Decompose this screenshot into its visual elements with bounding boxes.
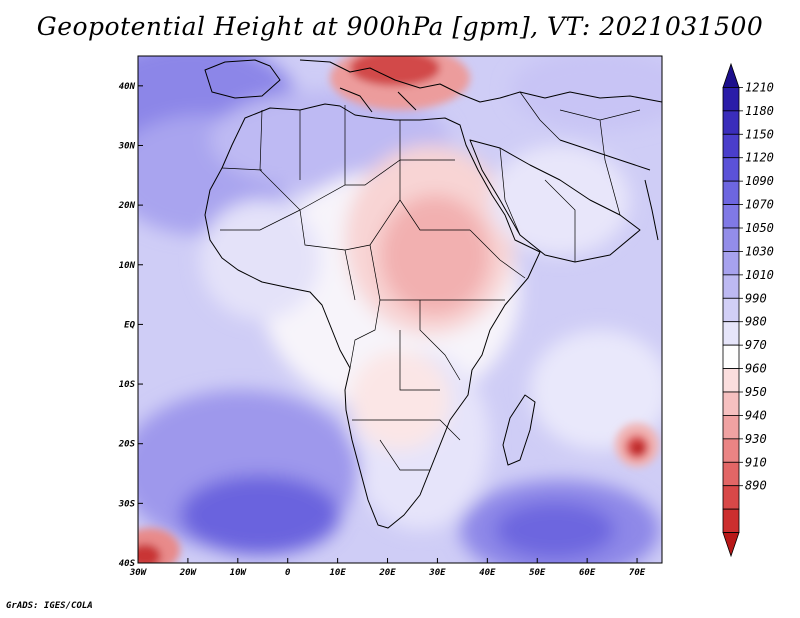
latitude-axis: 40N 30N 20N 10N EQ 10S 20S 30S 40S — [118, 82, 143, 569]
colorbar-label: 930 — [745, 432, 767, 446]
colorbar-label: 1070 — [745, 198, 774, 212]
colorbar-swatch — [722, 438, 740, 463]
lon-label: 60E — [579, 568, 596, 578]
colorbar-swatch — [722, 344, 740, 369]
lat-label: 30N — [118, 141, 136, 151]
colorbar-swatch — [722, 133, 740, 159]
lon-label: 10W — [230, 568, 248, 578]
colorbar-label: 1050 — [745, 221, 774, 235]
colorbar-label: 950 — [745, 385, 767, 399]
colorbar-swatch — [722, 62, 740, 88]
colorbar-label: 1180 — [745, 104, 774, 118]
grads-credit: GrADS: IGES/COLA — [6, 601, 93, 611]
colorbar-label: 990 — [745, 291, 767, 305]
lon-label: 20W — [179, 568, 198, 578]
lon-label: 40E — [479, 568, 496, 578]
colorbar-swatch — [722, 110, 740, 135]
colorbar-swatch — [722, 461, 740, 487]
colorbar-swatch — [722, 157, 740, 182]
lon-label: 10E — [329, 568, 346, 578]
lon-label: 20E — [378, 568, 396, 578]
colorbar-swatch — [722, 532, 740, 558]
colorbar-label: 890 — [745, 479, 767, 493]
colorbar-label: 960 — [745, 362, 767, 376]
colorbar-label: 1010 — [745, 268, 774, 282]
lat-label: 10S — [119, 380, 136, 390]
map-title: Geopotential Height at 900hPa [gpm], VT:… — [36, 12, 764, 41]
colorbar-swatch — [722, 87, 740, 112]
colorbar-swatch — [722, 368, 740, 393]
colorbar-swatch — [722, 227, 740, 252]
height-field — [138, 56, 662, 563]
colorbar-swatch — [722, 415, 740, 440]
lon-label: 50E — [529, 568, 546, 578]
colorbar-label: 1030 — [745, 244, 774, 258]
lon-label: 0 — [285, 568, 291, 578]
lon-label: 30W — [129, 568, 148, 578]
colorbar-swatch — [722, 180, 740, 205]
lat-label: EQ — [124, 320, 135, 330]
colorbar-label: 980 — [745, 315, 767, 329]
plot-frame — [137, 55, 663, 564]
colorbar-swatch — [722, 508, 740, 533]
colorbar: 1210 1180 1150 1120 1090 1070 1050 1030 1010 990 9… — [722, 62, 774, 558]
colorbar-label: 1090 — [745, 174, 774, 188]
colorbar-swatch — [722, 297, 740, 323]
lat-label: 20N — [118, 201, 136, 211]
colorbar-swatch — [722, 391, 740, 416]
lat-label: 10N — [119, 261, 136, 271]
colorbar-label: 910 — [745, 455, 767, 469]
colorbar-label: 940 — [745, 408, 767, 422]
lat-label: 30S — [118, 499, 136, 509]
colorbar-swatch — [722, 204, 740, 229]
borders — [220, 91, 641, 471]
lat-label: 40N — [119, 82, 136, 92]
coastlines — [204, 59, 662, 529]
colorbar-swatch — [722, 485, 740, 510]
lon-label: 70E — [629, 568, 646, 578]
colorbar-label: 1210 — [745, 80, 774, 94]
colorbar-label: 1120 — [745, 151, 774, 165]
colorbar-swatch — [722, 274, 740, 299]
colorbar-label: 1150 — [745, 127, 774, 141]
colorbar-label: 970 — [745, 338, 767, 352]
colorbar-swatch — [722, 251, 740, 276]
colorbar-swatch — [722, 321, 740, 346]
longitude-axis: 30W 20W 10W 0 10E 20E 30E 40E 50E 60E 70E — [129, 558, 646, 578]
lon-label: 30E — [428, 568, 446, 578]
lat-label: 40S — [119, 559, 136, 569]
lat-label: 20S — [118, 440, 136, 450]
